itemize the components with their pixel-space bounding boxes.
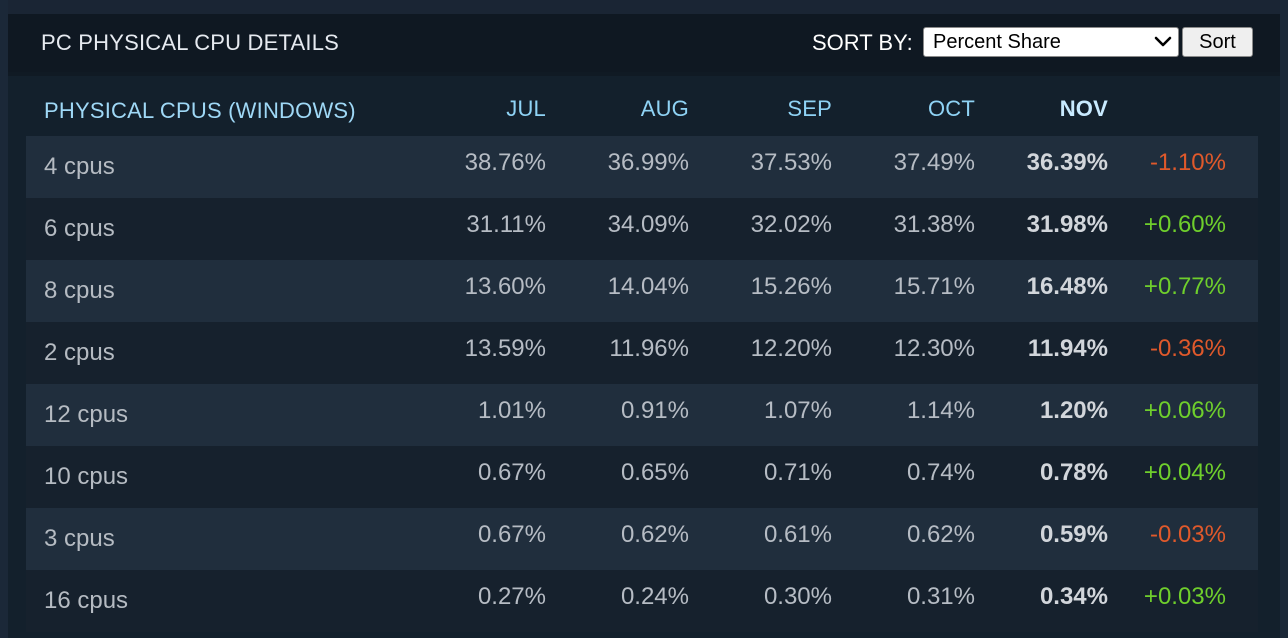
sort-button[interactable]: Sort bbox=[1182, 27, 1253, 57]
table-row: 12 cpus 1.01% 0.91% 1.07% 1.14% 1.20% +0.06% bbox=[26, 384, 1258, 446]
cell-jul: 31.11% bbox=[466, 211, 546, 238]
cell-aug: 36.99% bbox=[607, 149, 689, 176]
table-row: 4 cpus 38.76% 36.99% 37.53% 37.49% 36.39% -1.1… bbox=[26, 136, 1258, 198]
table-row: 6 cpus 31.11% 34.09% 32.02% 31.38% 31.98% +0.6… bbox=[26, 198, 1258, 260]
cell-oct: 31.38% bbox=[893, 211, 975, 238]
cell-aug: 34.09% bbox=[607, 211, 689, 238]
cell-nov: 36.39% bbox=[1026, 149, 1108, 176]
sort-dropdown[interactable]: Percent Share bbox=[923, 27, 1179, 57]
cpu-details-panel: PC PHYSICAL CPU DETAILS SORT BY: Percent… bbox=[8, 0, 1280, 638]
cell-sep: 37.53% bbox=[750, 149, 832, 176]
cell-nov: 11.94% bbox=[1027, 335, 1108, 362]
column-header-nov[interactable]: NOV bbox=[1059, 96, 1108, 121]
table-row: 2 cpus 13.59% 11.96% 12.20% 12.30% 11.94% -0.3… bbox=[26, 322, 1258, 384]
column-header-oct[interactable]: OCT bbox=[927, 96, 975, 121]
cell-cpu-count: 2 cpus bbox=[44, 339, 115, 366]
column-header-aug[interactable]: AUG bbox=[640, 96, 689, 121]
cell-sep: 0.61% bbox=[763, 521, 832, 548]
cell-change: -1.10% bbox=[1149, 149, 1226, 176]
cell-change: +0.60% bbox=[1143, 211, 1226, 238]
table-row: 10 cpus 0.67% 0.65% 0.71% 0.74% 0.78% +0.04% bbox=[26, 446, 1258, 508]
cell-oct: 12.30% bbox=[893, 335, 975, 362]
cell-jul: 13.60% bbox=[464, 273, 546, 300]
cell-oct: 0.74% bbox=[906, 459, 975, 486]
table-row: 8 cpus 13.60% 14.04% 15.26% 15.71% 16.48% +0.7… bbox=[26, 260, 1258, 322]
sort-dropdown-value: Percent Share bbox=[933, 31, 1061, 53]
sort-by-label: SORT BY: bbox=[812, 30, 913, 55]
cell-nov: 0.78% bbox=[1039, 459, 1108, 486]
cell-cpu-count: 8 cpus bbox=[44, 277, 115, 304]
cell-jul: 13.59% bbox=[464, 335, 546, 362]
cell-oct: 1.14% bbox=[906, 397, 975, 424]
cell-aug: 0.65% bbox=[620, 459, 689, 486]
table-header-row: PHYSICAL CPUS (WINDOWS) JUL AUG SEP OCT … bbox=[26, 76, 1258, 136]
cell-jul: 0.67% bbox=[477, 459, 546, 486]
table-row: 3 cpus 0.67% 0.62% 0.61% 0.62% 0.59% -0.03% bbox=[26, 508, 1258, 570]
cell-nov: 1.20% bbox=[1039, 397, 1108, 424]
cell-jul: 1.01% bbox=[477, 397, 546, 424]
cell-oct: 37.49% bbox=[893, 149, 975, 176]
cell-cpu-count: 16 cpus bbox=[44, 587, 129, 614]
cell-aug: 0.24% bbox=[620, 583, 689, 610]
table-row: 16 cpus 0.27% 0.24% 0.30% 0.31% 0.34% +0.03% bbox=[26, 570, 1258, 632]
cell-nov: 31.98% bbox=[1026, 211, 1108, 238]
cell-change: +0.77% bbox=[1143, 273, 1226, 300]
cell-jul: 0.27% bbox=[477, 583, 546, 610]
cell-sep: 1.07% bbox=[763, 397, 832, 424]
cell-aug: 11.96% bbox=[609, 335, 689, 362]
cell-sep: 0.30% bbox=[763, 583, 832, 610]
cell-change: +0.06% bbox=[1143, 397, 1226, 424]
column-header-cpus[interactable]: PHYSICAL CPUS (WINDOWS) bbox=[44, 98, 356, 123]
cell-jul: 0.67% bbox=[477, 521, 546, 548]
cell-aug: 14.04% bbox=[607, 273, 689, 300]
cell-sep: 12.20% bbox=[750, 335, 832, 362]
cell-change: -0.36% bbox=[1149, 335, 1226, 362]
cell-nov: 0.34% bbox=[1039, 583, 1108, 610]
cell-cpu-count: 3 cpus bbox=[44, 525, 115, 552]
page-title: PC PHYSICAL CPU DETAILS bbox=[41, 30, 340, 55]
cell-change: -0.03% bbox=[1149, 521, 1226, 548]
cell-nov: 0.59% bbox=[1039, 521, 1108, 548]
column-header-jul[interactable]: JUL bbox=[506, 96, 546, 121]
cell-cpu-count: 4 cpus bbox=[44, 153, 115, 180]
cell-sep: 15.26% bbox=[750, 273, 832, 300]
cell-cpu-count: 10 cpus bbox=[44, 463, 129, 490]
cell-oct: 15.71% bbox=[893, 273, 975, 300]
panel-header: PC PHYSICAL CPU DETAILS SORT BY: Percent… bbox=[8, 14, 1280, 72]
header-divider bbox=[8, 72, 1280, 76]
cell-oct: 0.62% bbox=[906, 521, 975, 548]
cell-cpu-count: 6 cpus bbox=[44, 215, 115, 242]
cell-change: +0.04% bbox=[1143, 459, 1226, 486]
cell-cpu-count: 12 cpus bbox=[44, 401, 129, 428]
chevron-down-icon bbox=[1154, 36, 1172, 47]
column-header-sep[interactable]: SEP bbox=[787, 96, 832, 121]
cell-oct: 0.31% bbox=[906, 583, 975, 610]
cell-jul: 38.76% bbox=[464, 149, 546, 176]
cell-change: +0.03% bbox=[1143, 583, 1226, 610]
cell-aug: 0.91% bbox=[620, 397, 689, 424]
cell-sep: 0.71% bbox=[763, 459, 832, 486]
table-body: 4 cpus 38.76% 36.99% 37.53% 37.49% 36.39% -1.1… bbox=[26, 136, 1258, 632]
cell-sep: 32.02% bbox=[750, 211, 832, 238]
cpu-table: PHYSICAL CPUS (WINDOWS) JUL AUG SEP OCT … bbox=[8, 76, 1280, 638]
cell-nov: 16.48% bbox=[1026, 273, 1108, 300]
cell-aug: 0.62% bbox=[620, 521, 689, 548]
